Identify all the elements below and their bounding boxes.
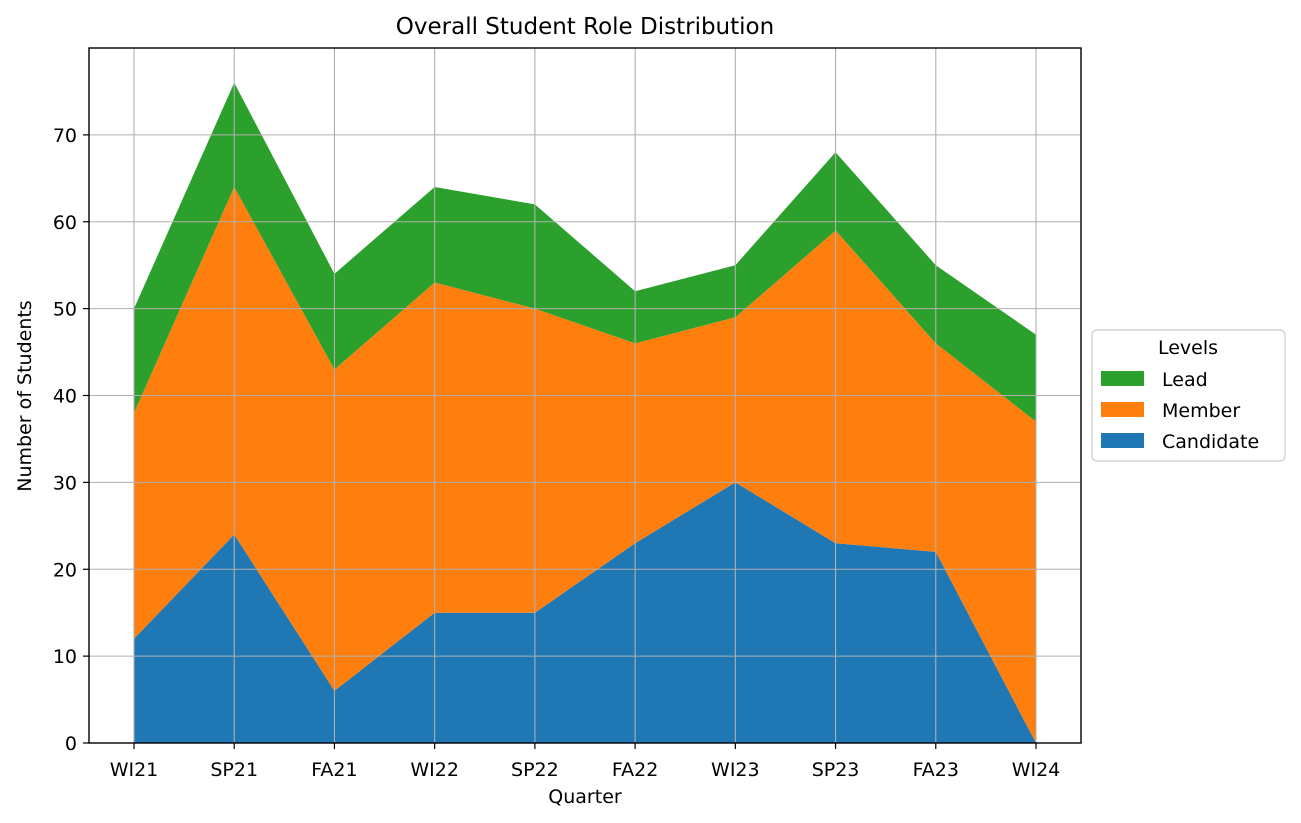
area-candidate bbox=[134, 482, 1036, 743]
x-tick-label: SP21 bbox=[210, 759, 258, 781]
x-tick-label: FA21 bbox=[311, 759, 357, 781]
x-axis: WI21 SP21 FA21 WI22 SP22 FA22 WI23 SP23 FA23 WI24 bbox=[110, 743, 1061, 781]
y-tick-label: 40 bbox=[53, 386, 77, 408]
y-tick-label: 60 bbox=[53, 212, 77, 234]
x-tick-label: SP23 bbox=[812, 759, 860, 781]
legend-swatch-lead bbox=[1101, 371, 1144, 386]
x-tick-label: WI24 bbox=[1012, 759, 1061, 781]
y-tick-label: 50 bbox=[53, 299, 77, 321]
x-tick-label: FA22 bbox=[612, 759, 658, 781]
x-tick-label: WI21 bbox=[110, 759, 159, 781]
x-tick-label: WI23 bbox=[711, 759, 760, 781]
y-tick-label: 30 bbox=[53, 472, 77, 494]
y-axis-label: Number of Students bbox=[14, 300, 36, 491]
legend-title: Levels bbox=[1158, 337, 1218, 359]
legend-swatch-member bbox=[1101, 402, 1144, 417]
x-tick-label: WI22 bbox=[410, 759, 459, 781]
x-axis-label: Quarter bbox=[548, 786, 622, 808]
area-layer bbox=[134, 82, 1036, 743]
y-tick-label: 20 bbox=[53, 559, 77, 581]
legend: Levels Lead Member Candidate bbox=[1091, 329, 1286, 462]
area-lead bbox=[134, 82, 1036, 422]
legend-label-candidate: Candidate bbox=[1162, 431, 1259, 453]
legend-swatch-candidate bbox=[1101, 433, 1144, 448]
chart-title: Overall Student Role Distribution bbox=[396, 14, 774, 40]
y-tick-label: 0 bbox=[65, 733, 77, 755]
legend-label-lead: Lead bbox=[1162, 369, 1208, 391]
y-tick-label: 10 bbox=[53, 646, 77, 668]
y-axis: 0 10 20 30 40 50 60 70 bbox=[53, 125, 89, 755]
x-tick-label: SP22 bbox=[511, 759, 559, 781]
legend-label-member: Member bbox=[1162, 400, 1240, 422]
legend-box bbox=[1091, 329, 1286, 462]
area-member bbox=[134, 187, 1036, 743]
x-tick-label: FA23 bbox=[913, 759, 959, 781]
y-tick-label: 70 bbox=[53, 125, 77, 147]
